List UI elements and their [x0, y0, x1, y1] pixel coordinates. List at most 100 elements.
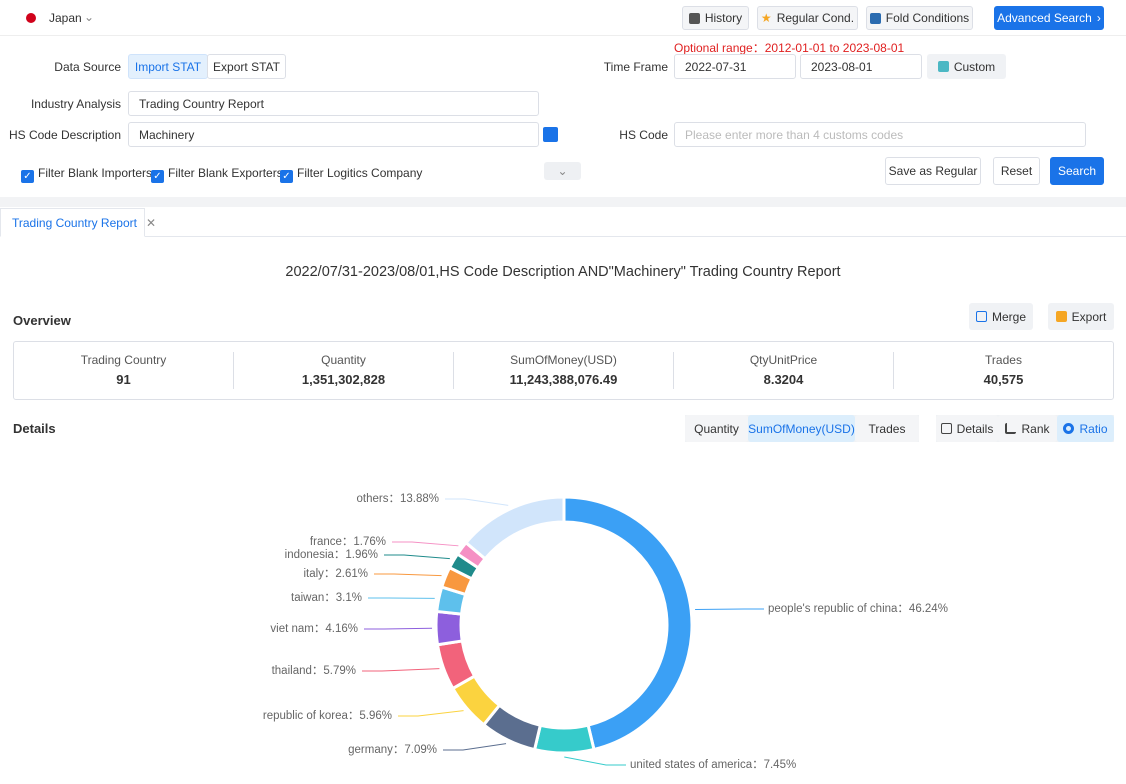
metric-tab[interactable]: Trades — [855, 415, 919, 442]
leader-line — [445, 498, 509, 506]
stat-value: 91 — [116, 372, 131, 387]
metric-tab[interactable]: SumOfMoney(USD) — [748, 415, 855, 442]
stats-box: Trading Country 91 Quantity 1,351,302,828 Su… — [13, 341, 1114, 400]
import-btn[interactable]: Import STAT — [128, 54, 208, 79]
report-title: 2022/07/31-2023/08/01,HS Code Descriptio… — [285, 264, 841, 280]
country[interactable]: Japan — [49, 11, 82, 25]
label: Industry Analysis — [30, 97, 121, 111]
section-title: Details — [13, 421, 56, 436]
leader-line — [443, 743, 507, 751]
advanced-search-btn[interactable]: Advanced Search › — [994, 6, 1104, 30]
regular-btn[interactable]: ★ Regular Cond. — [757, 6, 858, 30]
stat: Quantity 1,351,302,828 — [233, 352, 453, 389]
filter[interactable]: ✓ Filter Logitics Company — [280, 166, 422, 183]
filter-text: Filter Blank Exporters — [168, 166, 283, 180]
flag — [26, 13, 36, 23]
value: Trading Country Report — [139, 96, 264, 111]
tab-text: Details — [956, 421, 994, 436]
stat: Trades 40,575 — [893, 352, 1113, 389]
stat-label: Trading Country — [80, 353, 167, 367]
stat: Trading Country 91 — [14, 342, 233, 399]
slice-label: taiwan：3.1% — [291, 592, 362, 604]
tab-text: Quantity — [694, 421, 739, 436]
stat-label: Quantity — [321, 353, 366, 367]
label: Time Frame — [603, 60, 668, 74]
date: 2022-07-31 — [685, 59, 747, 74]
filter-text: Filter Blank Importers — [38, 166, 153, 180]
tab-line — [0, 236, 1126, 237]
merge-btn[interactable]: Merge — [969, 303, 1033, 330]
optional-range: Optional range：2012-01-01 to 2023-08-01 — [674, 41, 905, 55]
industry-select[interactable]: Trading Country Report — [128, 91, 539, 116]
filter[interactable]: ✓ Filter Blank Importers — [21, 166, 152, 183]
slice-label: france：1.76% — [310, 536, 386, 548]
history-btn[interactable]: History — [682, 6, 749, 30]
slice-label: germany：7.09% — [348, 744, 437, 756]
translate-icon[interactable] — [543, 127, 558, 142]
leader-line — [398, 710, 464, 717]
tab[interactable]: Trading Country Report ✕ — [0, 208, 156, 237]
leader-line — [392, 541, 459, 547]
label: HS Code — [619, 128, 668, 142]
top-bar: Japan ⌄ History ★ Regular Cond. Fold Cond… — [0, 0, 1126, 36]
btn-text: Advanced Search — [997, 11, 1092, 25]
slice — [434, 609, 464, 647]
stat-value: 40,575 — [983, 372, 1024, 387]
donut-chart: people's republic of china：46.24% united … — [263, 493, 948, 771]
slice-label: republic of korea：5.96% — [263, 710, 392, 722]
close[interactable]: ✕ — [145, 216, 157, 230]
placeholder: Please enter more than 4 customs codes — [685, 127, 904, 142]
view-tab[interactable]: Rank — [998, 415, 1057, 442]
save-btn[interactable]: Save as Regular — [885, 157, 981, 185]
tab-text: Trading Country Report — [12, 216, 137, 230]
slice-label: viet nam：4.16% — [270, 623, 358, 635]
stat: QtyUnitPrice 8.3204 — [673, 352, 893, 389]
label: Data Source — [54, 60, 121, 74]
date: 2023-08-01 — [811, 59, 873, 74]
leader-line — [384, 554, 450, 560]
reset-btn[interactable]: Reset — [993, 157, 1040, 185]
star: ★ — [760, 11, 772, 25]
btn-text: Merge — [991, 309, 1026, 324]
slice — [532, 723, 596, 755]
stat-value: 8.3204 — [763, 372, 804, 387]
slice-label: thailand：5.79% — [272, 665, 356, 677]
leader-line — [374, 573, 442, 577]
btn-text: Save as Regular — [888, 164, 978, 178]
leader-line — [362, 668, 440, 672]
tab-text: Rank — [1021, 421, 1050, 436]
filter[interactable]: ✓ Filter Blank Exporters — [151, 166, 283, 183]
slice — [562, 495, 694, 752]
btn-text: Export STAT — [213, 59, 280, 74]
btn-text: Custom — [953, 59, 996, 74]
slice-label: people's republic of china：46.24% — [768, 603, 948, 615]
label: HS Code Description — [8, 128, 121, 142]
search-btn[interactable]: Search — [1050, 157, 1104, 185]
leader-line — [364, 627, 433, 630]
collapse-btn[interactable]: ⌄ — [544, 162, 581, 180]
view-tab[interactable]: Ratio — [1057, 415, 1114, 442]
chevron: ⌄ — [84, 10, 95, 24]
custom-btn[interactable]: Custom — [927, 54, 1006, 79]
stat-value: 11,243,388,076.49 — [509, 372, 618, 387]
slice-label: united states of america：7.45% — [630, 759, 796, 771]
btn-text: Search — [1057, 164, 1097, 178]
metric-tab[interactable]: Quantity — [685, 415, 748, 442]
end-date[interactable]: 2023-08-01 — [800, 54, 922, 79]
start-date[interactable]: 2022-07-31 — [674, 54, 796, 79]
stat-label: QtyUnitPrice — [749, 353, 818, 367]
metric-tabs: Quantity SumOfMoney(USD) Trades — [685, 415, 919, 442]
fold-btn[interactable]: Fold Conditions — [866, 6, 973, 30]
btn-text: Regular Cond. — [776, 11, 855, 25]
leader-line — [564, 756, 626, 766]
arrow: › — [1096, 11, 1101, 25]
tab-text: Trades — [868, 421, 906, 436]
hs-desc-input[interactable]: Machinery — [128, 122, 539, 147]
hs-code-input[interactable]: Please enter more than 4 customs codes — [674, 122, 1086, 147]
export-btn[interactable]: Export — [1048, 303, 1114, 330]
divider — [0, 197, 1126, 207]
view-tab[interactable]: Details — [936, 415, 998, 442]
btn-text: Fold Conditions — [885, 11, 970, 25]
slice — [463, 495, 566, 561]
export-btn[interactable]: Export STAT — [207, 54, 286, 79]
